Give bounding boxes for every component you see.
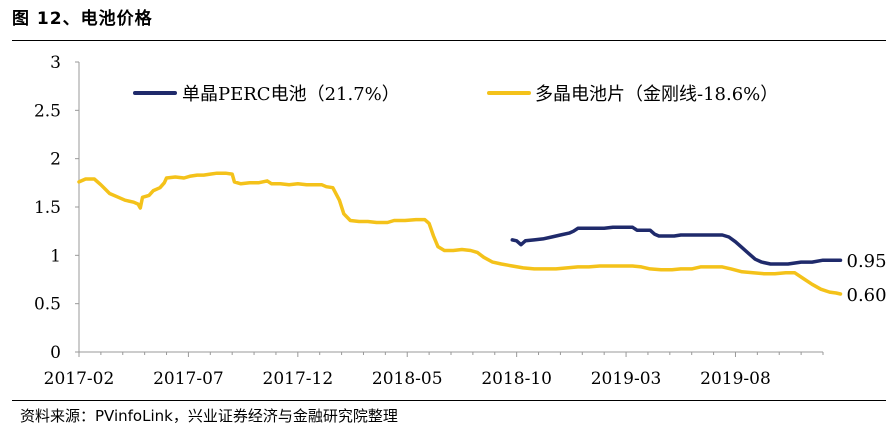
legend-label: 多晶电池片（金刚线-18.6%） (535, 84, 778, 105)
title-divider (12, 40, 886, 41)
chart-axes: 0 0.5 1 1.5 2 2.5 3 2017-02 2017-07 2017-12 2018-0… (34, 53, 824, 389)
x-tick-label: 2018-05 (372, 369, 443, 389)
chart-series (77, 171, 843, 296)
chart-title: 图 12、电池价格 (12, 9, 153, 29)
x-tick-label: 2017-12 (263, 369, 334, 389)
series-line-multi-cell (77, 171, 843, 296)
x-tick-label: 2017-02 (44, 369, 115, 389)
chart-end-labels: 0.60 0.95 (847, 251, 887, 306)
x-tick-label: 2017-07 (153, 369, 224, 389)
y-tick-label: 2 (50, 150, 61, 170)
x-tick-label: 2019-03 (591, 369, 662, 389)
end-value-label: 0.60 (847, 285, 887, 306)
series-line-mono-perc (510, 225, 843, 266)
y-tick-label: 1 (50, 246, 61, 266)
y-tick-label: 3 (50, 53, 61, 73)
x-tick-label: 2019-08 (700, 369, 771, 389)
source-divider (12, 400, 886, 401)
end-value-label: 0.95 (847, 251, 887, 272)
legend-label: 单晶PERC电池（21.7%） (182, 84, 400, 105)
y-tick-label: 0 (50, 343, 61, 363)
y-tick-label: 1.5 (34, 198, 61, 218)
chart-legend: 单晶PERC电池（21.7%） 多晶电池片（金刚线-18.6%） (133, 84, 778, 105)
source-note: 资料来源：PVinfoLink，兴业证券经济与金融研究院整理 (20, 407, 398, 425)
y-tick-label: 0.5 (34, 295, 61, 315)
x-tick-label: 2018-10 (481, 369, 552, 389)
y-tick-label: 2.5 (34, 101, 61, 121)
